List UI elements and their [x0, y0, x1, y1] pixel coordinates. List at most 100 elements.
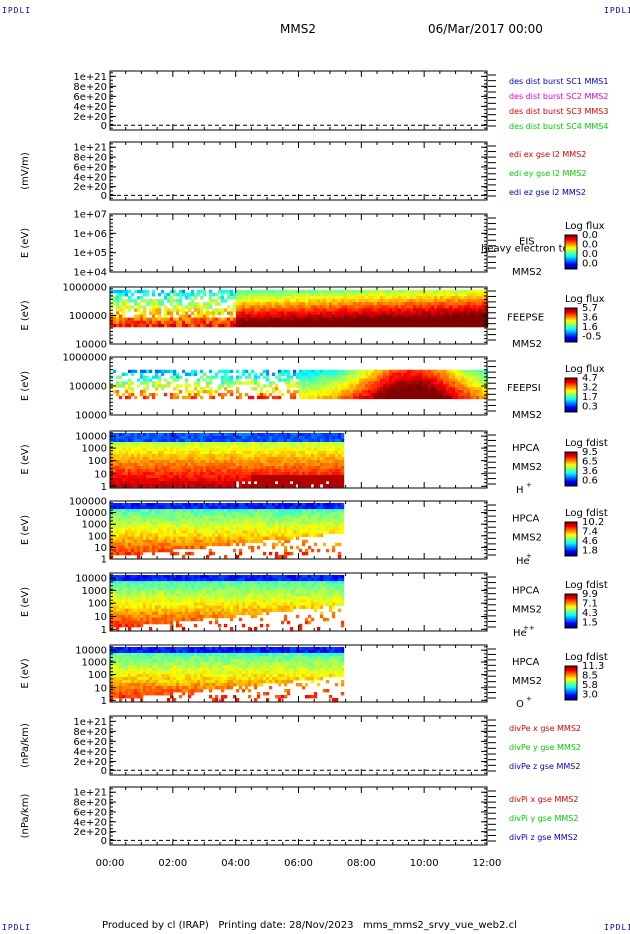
heatmap-cell — [275, 299, 279, 303]
heatmap-cell — [326, 436, 330, 440]
heatmap-cell — [251, 292, 255, 297]
heatmap-cell — [383, 302, 387, 306]
heatmap-cell — [296, 296, 300, 300]
heatmap-cell — [266, 448, 270, 452]
heatmap-cell — [239, 323, 243, 328]
heatmap-cell — [359, 292, 363, 297]
heatmap-cell — [479, 372, 483, 376]
heatmap-cell — [380, 299, 384, 303]
colorbar-tick-label: 3.2 — [582, 383, 598, 394]
heatmap-cell — [341, 387, 345, 391]
heatmap-cell — [137, 289, 141, 294]
heatmap-cell — [191, 320, 195, 325]
heatmap-cell — [203, 466, 207, 470]
heatmap-cell — [260, 475, 264, 479]
heatmap-cell — [329, 378, 333, 382]
heatmap-cell — [305, 472, 309, 476]
heatmap-cell — [413, 375, 417, 379]
heatmap-cell — [158, 460, 162, 464]
heatmap-cell — [296, 390, 300, 394]
heatmap-cell — [155, 375, 159, 379]
heatmap-cell — [230, 392, 234, 397]
heatmap-cell — [182, 433, 186, 437]
heatmap-cell — [365, 302, 369, 306]
heatmap-cell — [281, 451, 285, 455]
heatmap-cell — [473, 299, 477, 303]
heatmap-cell — [425, 308, 429, 312]
heatmap-cell — [206, 460, 210, 464]
heatmap-cell — [173, 305, 177, 309]
heatmap-cell — [221, 392, 225, 397]
heatmap-cell — [119, 475, 123, 479]
heatmap-cell — [119, 524, 123, 528]
heatmap-cell — [398, 384, 402, 388]
heatmap-cell — [383, 378, 387, 382]
heatmap-cell — [371, 305, 375, 309]
heatmap-cell — [176, 439, 180, 443]
heatmap-cell — [272, 457, 276, 461]
heatmap-cell — [236, 475, 240, 479]
heatmap-cell — [188, 392, 192, 397]
heatmap-cell — [221, 484, 225, 488]
heatmap-cell — [428, 381, 432, 385]
heatmap-cell — [149, 308, 153, 312]
heatmap-cell — [209, 323, 213, 328]
heatmap-cell — [476, 305, 480, 309]
colorbar-swatch — [565, 464, 577, 466]
heatmap-cell — [257, 433, 261, 437]
heatmap-cell — [434, 395, 438, 400]
heatmap-cell — [164, 378, 168, 382]
heatmap-cell — [305, 292, 309, 297]
heatmap-cell — [122, 305, 126, 309]
heatmap-cell — [233, 460, 237, 464]
heatmap-cell — [398, 314, 402, 319]
heatmap-cell — [272, 320, 276, 325]
heatmap-cell — [419, 320, 423, 325]
heatmap-cell — [200, 484, 204, 488]
heatmap-cell — [212, 314, 216, 319]
heatmap-cell — [110, 506, 114, 510]
heatmap-cell — [155, 369, 159, 374]
heatmap-cell — [128, 323, 132, 328]
heatmap-cell — [368, 384, 372, 388]
heatmap-cell — [353, 296, 357, 300]
heatmap-cell — [428, 302, 432, 306]
heatmap-cell — [167, 506, 171, 510]
colorbar-swatch — [565, 315, 577, 317]
heatmap-cell — [305, 308, 309, 312]
heatmap-cell — [200, 442, 204, 446]
heatmap-cell — [323, 387, 327, 391]
heatmap-cell — [128, 305, 132, 309]
heatmap-cell — [323, 463, 327, 467]
heatmap-cell — [116, 299, 120, 303]
heatmap-cell — [218, 469, 222, 473]
heatmap-cell — [308, 457, 312, 461]
heatmap-cell — [311, 323, 315, 328]
heatmap-cell — [320, 317, 324, 322]
heatmap-cell — [266, 323, 270, 328]
heatmap-cell — [185, 466, 189, 470]
heatmap-cell — [275, 439, 279, 443]
heatmap-cell — [167, 469, 171, 473]
heatmap-cell — [113, 302, 117, 306]
heatmap-cell — [401, 308, 405, 312]
heatmap-cell — [305, 484, 309, 488]
heatmap-cell — [311, 314, 315, 319]
heatmap-cell — [143, 454, 147, 458]
heatmap-cell — [242, 302, 246, 306]
heatmap-cell — [203, 457, 207, 461]
heatmap-cell — [164, 475, 168, 479]
heatmap-cell — [311, 384, 315, 388]
heatmap-cell — [200, 317, 204, 322]
heatmap-cell — [287, 314, 291, 319]
heatmap-cell — [419, 292, 423, 297]
colorbar-swatch — [565, 472, 577, 474]
heatmap-cell — [482, 320, 486, 325]
heatmap-cell — [284, 484, 288, 488]
heatmap-cell — [119, 527, 123, 531]
colorbar-swatch — [565, 241, 577, 243]
colorbar-swatch — [565, 259, 577, 261]
heatmap-cell — [182, 521, 186, 525]
heatmap-cell — [203, 472, 207, 476]
